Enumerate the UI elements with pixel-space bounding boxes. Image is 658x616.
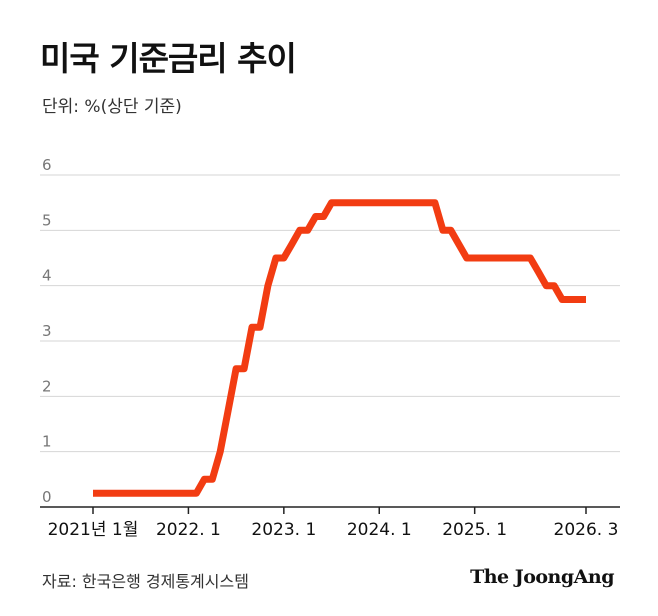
unit-label: 단위: %(상단 기준) bbox=[42, 97, 182, 117]
y-tick-labels: 0 1 2 3 4 5 6 bbox=[42, 156, 52, 506]
x-tick-label: 2022. 1 bbox=[156, 520, 221, 540]
y-tick-label: 3 bbox=[42, 322, 52, 340]
series-layer bbox=[92, 199, 587, 497]
source-note: 자료: 한국은행 경제통계시스템 bbox=[42, 572, 249, 591]
y-tick-label: 5 bbox=[42, 211, 52, 229]
x-tick-label: 2024. 1 bbox=[347, 520, 412, 540]
series-line-0 bbox=[93, 199, 586, 497]
y-tick-label: 4 bbox=[42, 267, 52, 285]
chart-title: 미국 기준금리 추이 bbox=[40, 39, 297, 78]
y-tick-label: 1 bbox=[42, 433, 52, 451]
x-tick-label: 2025. 1 bbox=[442, 520, 507, 540]
x-tick-label: 2026. 3 bbox=[554, 520, 619, 540]
x-tick-label: 2023. 1 bbox=[251, 520, 316, 540]
y-tick-label: 6 bbox=[42, 156, 52, 174]
grid-lines bbox=[40, 174, 620, 453]
publisher-logo: The JoongAng bbox=[470, 566, 614, 588]
y-tick-label: 0 bbox=[42, 488, 52, 506]
x-tick-label: 2021년 1월 bbox=[48, 520, 139, 540]
y-tick-label: 2 bbox=[42, 377, 52, 395]
x-ticks: 2021년 1월 2022. 1 2023. 1 2024. 1 2025. 1 2026… bbox=[48, 507, 619, 540]
